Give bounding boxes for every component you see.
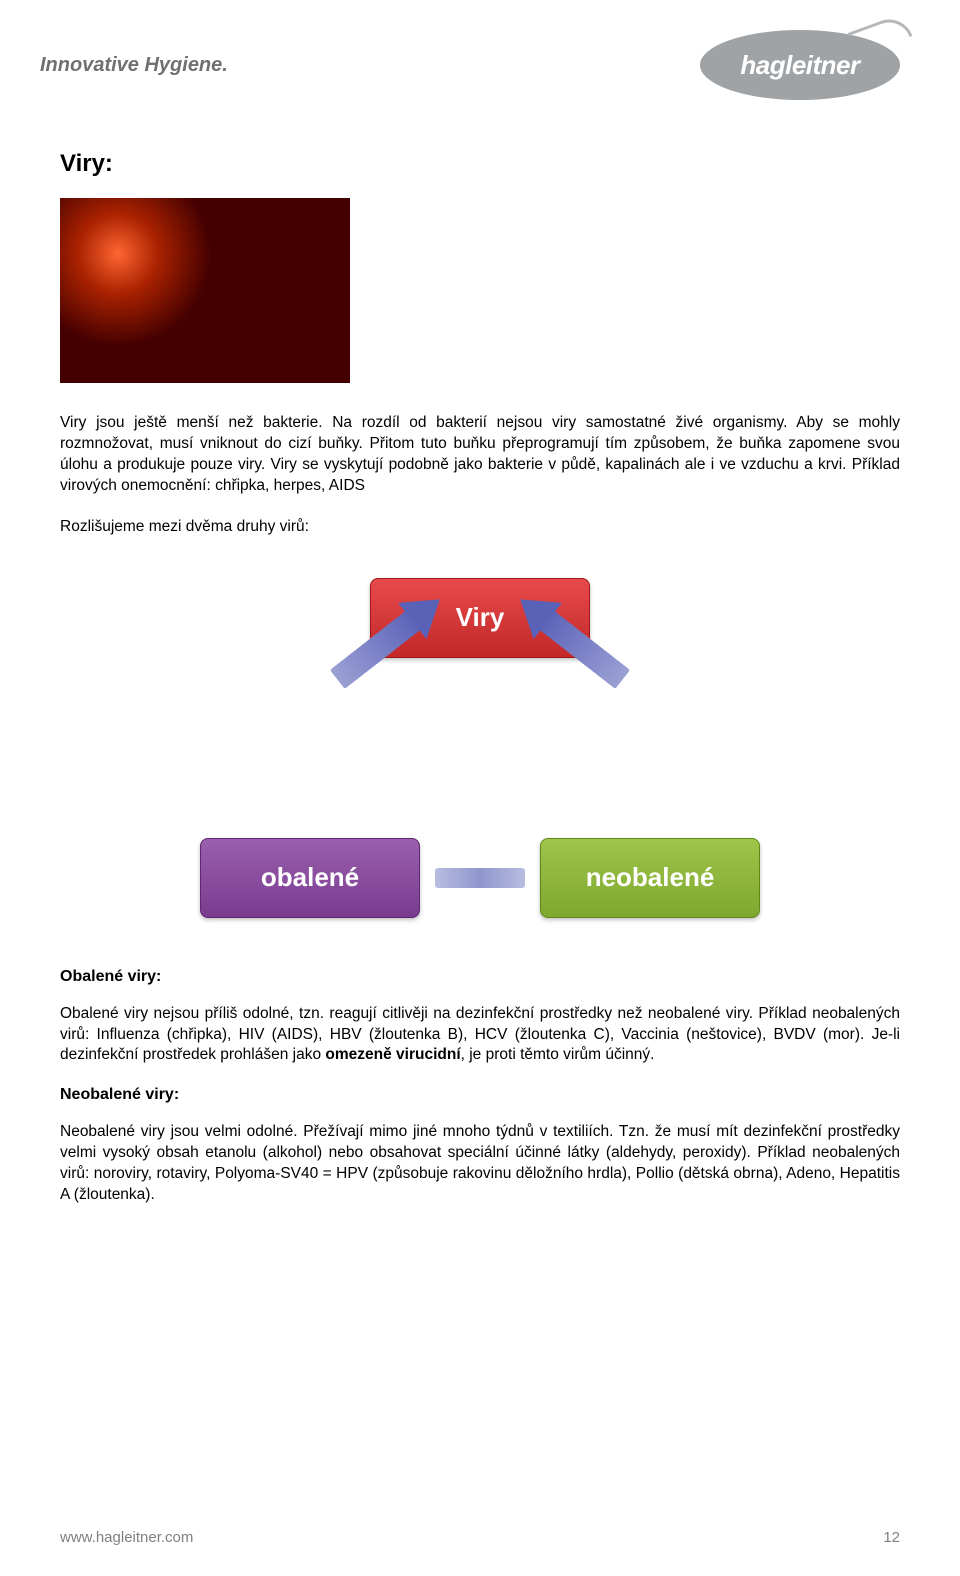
section-body-neobalene: Neobalené viry jsou velmi odolné. Přežív…: [60, 1122, 900, 1206]
diagram-node-label: Viry: [456, 602, 505, 633]
section1-text-b: , je proti těmto virům účinný.: [461, 1046, 655, 1063]
section-title-neobalene: Neobalené viry:: [60, 1086, 900, 1104]
page-title: Viry:: [60, 150, 900, 178]
tagline: Innovative Hygiene.: [40, 54, 228, 77]
footer-page-number: 12: [883, 1529, 900, 1546]
logo-swoosh-icon: [848, 12, 913, 56]
subtitle: Rozlišujeme mezi dvěma druhy virů:: [60, 517, 900, 538]
diagram-node-label: obalené: [261, 862, 359, 893]
section-title-obalene: Obalené viry:: [60, 968, 900, 986]
page-header: Innovative Hygiene. hagleitner: [0, 30, 960, 100]
page-footer: www.hagleitner.com 12: [60, 1529, 900, 1546]
virus-diagram: Viry obalené neobalené: [200, 578, 760, 918]
diagram-node-label: neobalené: [586, 862, 715, 893]
brand-logo: hagleitner: [700, 30, 900, 100]
diagram-node-neobalene: neobalené: [540, 838, 760, 918]
logo-text: hagleitner: [740, 50, 859, 81]
section-body-obalene: Obalené viry nejsou příliš odolné, tzn. …: [60, 1004, 900, 1067]
intro-paragraph: Viry jsou ještě menší než bakterie. Na r…: [60, 413, 900, 497]
virus-image: [60, 198, 350, 383]
section1-bold: omezeně virucidní: [325, 1046, 460, 1063]
footer-url: www.hagleitner.com: [60, 1529, 193, 1546]
page-content: Viry: Viry jsou ještě menší než bakterie…: [60, 150, 900, 1226]
diagram-connector: [435, 868, 525, 888]
diagram-node-obalene: obalené: [200, 838, 420, 918]
